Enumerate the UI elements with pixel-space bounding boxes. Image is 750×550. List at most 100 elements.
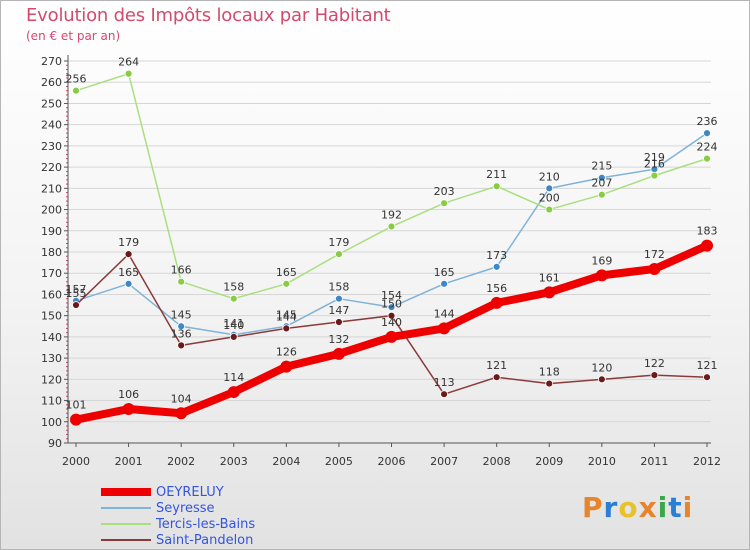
data-label-saint-pandelon-2007: 113 <box>434 376 455 389</box>
data-label-seyresse-2012: 236 <box>697 115 718 128</box>
data-point-oeyreluy-2010 <box>595 269 608 282</box>
data-label-saint-pandelon-2004: 144 <box>276 310 297 323</box>
data-point-tercis-les-bains-2006 <box>387 222 396 231</box>
legend-swatch-oeyreluy <box>101 488 151 496</box>
data-label-seyresse-2004: 145 <box>276 308 297 321</box>
x-tick-label-2011: 2011 <box>640 455 668 468</box>
x-tick-label-2000: 2000 <box>62 455 90 468</box>
data-point-saint-pandelon-2008 <box>492 373 501 382</box>
y-tick-label-270: 270 <box>41 55 62 68</box>
data-point-seyresse-2006 <box>387 303 396 312</box>
data-label-saint-pandelon-2005: 147 <box>328 304 349 317</box>
data-point-oeyreluy-2001 <box>122 403 135 416</box>
data-point-saint-pandelon-2009 <box>545 379 554 388</box>
data-label-oeyreluy-2008: 156 <box>486 282 507 295</box>
chart-subtitle: (en € et par an) <box>26 29 121 43</box>
data-label-oeyreluy-2007: 144 <box>434 307 455 320</box>
y-tick-label-220: 220 <box>41 161 62 174</box>
data-label-seyresse-2007: 165 <box>434 266 455 279</box>
data-point-oeyreluy-2007 <box>438 322 451 335</box>
data-point-saint-pandelon-2004 <box>282 324 291 333</box>
data-point-oeyreluy-2000 <box>70 413 82 426</box>
data-label-tercis-les-bains-2009: 200 <box>539 192 560 205</box>
data-label-oeyreluy-2005: 132 <box>328 333 349 346</box>
y-tick-label-170: 170 <box>41 267 62 280</box>
data-label-seyresse-2003: 141 <box>223 317 244 330</box>
data-label-seyresse-2010: 215 <box>591 160 612 173</box>
data-point-tercis-les-bains-2012 <box>703 154 711 163</box>
data-point-seyresse-2009 <box>545 184 554 193</box>
data-label-saint-pandelon-2002: 136 <box>171 327 192 340</box>
data-point-tercis-les-bains-2001 <box>124 69 133 78</box>
legend-swatch-saint-pandelon <box>101 539 151 541</box>
data-label-saint-pandelon-2011: 122 <box>644 357 665 370</box>
y-tick-label-120: 120 <box>41 373 62 386</box>
data-point-oeyreluy-2005 <box>332 347 345 360</box>
data-label-saint-pandelon-2000: 155 <box>66 287 87 300</box>
data-label-seyresse-2002: 145 <box>171 308 192 321</box>
data-label-saint-pandelon-2012: 121 <box>697 359 718 372</box>
data-label-oeyreluy-2000: 101 <box>66 399 87 412</box>
data-point-tercis-les-bains-2007 <box>440 199 448 208</box>
data-label-seyresse-2011: 219 <box>644 151 665 164</box>
data-label-tercis-les-bains-2002: 166 <box>171 264 192 277</box>
data-point-tercis-les-bains-2002 <box>177 277 186 286</box>
data-label-seyresse-2009: 210 <box>539 170 560 183</box>
legend-label-tercis: Tercis-les-Bains <box>156 517 256 532</box>
data-point-saint-pandelon-2010 <box>597 375 606 384</box>
data-point-tercis-les-bains-2009 <box>545 205 554 214</box>
data-label-tercis-les-bains-2008: 211 <box>486 168 507 181</box>
y-tick-label-260: 260 <box>41 76 62 89</box>
y-tick-label-180: 180 <box>41 246 62 259</box>
data-point-saint-pandelon-2003 <box>229 332 238 341</box>
y-tick-label-160: 160 <box>41 288 62 301</box>
data-point-saint-pandelon-2011 <box>650 371 659 379</box>
data-label-saint-pandelon-2008: 121 <box>486 359 507 372</box>
data-label-tercis-les-bains-2001: 264 <box>118 56 139 69</box>
data-label-oeyreluy-2012: 183 <box>697 225 718 238</box>
data-point-tercis-les-bains-2008 <box>492 182 501 191</box>
data-point-oeyreluy-2003 <box>227 386 240 399</box>
proxiti-logo: Proxiti <box>582 491 693 524</box>
data-point-seyresse-2001 <box>124 279 133 288</box>
logo-letter: r <box>603 491 619 524</box>
data-point-oeyreluy-2008 <box>490 296 503 309</box>
data-label-seyresse-2005: 158 <box>328 281 349 294</box>
data-point-tercis-les-bains-2005 <box>335 250 343 259</box>
data-point-saint-pandelon-2006 <box>387 311 396 320</box>
data-point-tercis-les-bains-2010 <box>597 190 606 199</box>
data-label-oeyreluy-2006: 140 <box>381 316 402 329</box>
y-tick-label-200: 200 <box>41 204 62 217</box>
data-label-tercis-les-bains-2007: 203 <box>434 185 455 198</box>
data-point-tercis-les-bains-2011 <box>650 171 659 180</box>
legend-swatch-seyresse <box>101 507 151 509</box>
legend-label-seyresse: Seyresse <box>156 501 215 516</box>
x-tick-label-2007: 2007 <box>430 455 458 468</box>
data-label-seyresse-2000: 157 <box>66 283 87 296</box>
data-point-oeyreluy-2012 <box>701 239 713 252</box>
data-point-saint-pandelon-2007 <box>440 390 448 399</box>
data-label-seyresse-2001: 165 <box>118 266 139 279</box>
data-label-oeyreluy-2002: 104 <box>171 392 192 405</box>
data-label-oeyreluy-2003: 114 <box>223 371 244 384</box>
y-tick-label-130: 130 <box>41 352 62 365</box>
logo-letter: o <box>618 491 639 524</box>
y-tick-label-250: 250 <box>41 97 62 110</box>
x-tick-label-2010: 2010 <box>588 455 616 468</box>
logo-letter: t <box>668 491 683 524</box>
data-label-oeyreluy-2001: 106 <box>118 388 139 401</box>
x-tick-label-2003: 2003 <box>220 455 248 468</box>
y-tick-label-230: 230 <box>41 140 62 153</box>
data-point-oeyreluy-2011 <box>648 262 661 275</box>
data-point-saint-pandelon-2005 <box>335 318 343 326</box>
data-label-tercis-les-bains-2006: 192 <box>381 209 402 222</box>
x-tick-label-2001: 2001 <box>115 455 143 468</box>
data-point-saint-pandelon-2002 <box>177 341 186 350</box>
data-point-tercis-les-bains-2003 <box>229 294 238 303</box>
data-label-oeyreluy-2010: 169 <box>591 254 612 267</box>
data-label-tercis-les-bains-2012: 224 <box>697 141 718 154</box>
data-label-saint-pandelon-2010: 120 <box>591 361 612 374</box>
logo-letter: P <box>582 491 604 524</box>
data-point-oeyreluy-2006 <box>385 330 398 343</box>
